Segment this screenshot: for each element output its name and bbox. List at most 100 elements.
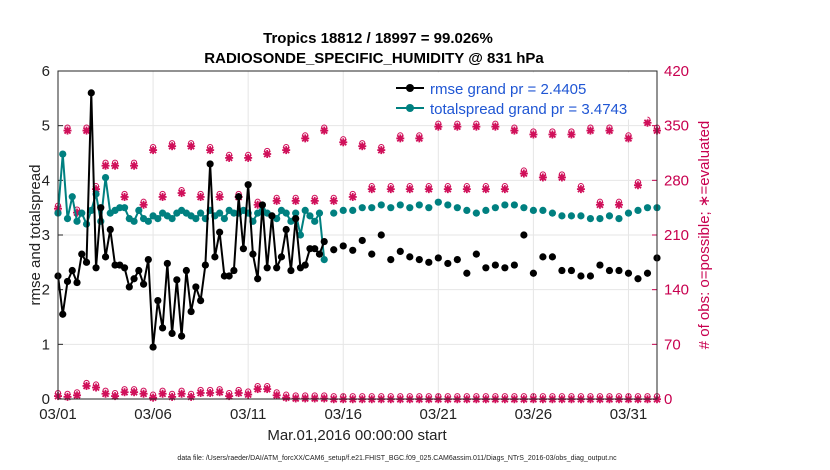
obs-evaluated-point [197,193,205,201]
rmse-point [92,264,99,271]
obs-evaluated-point [149,394,157,402]
totalspread-point [625,210,632,217]
totalspread-point [145,218,152,225]
obs-evaluated-point [605,127,613,135]
x-tick-label: 03/06 [134,406,172,423]
totalspread-point [501,201,508,208]
rmse-point [240,245,247,252]
obs-evaluated-point [482,185,490,193]
totalspread-point [168,215,175,222]
totalspread-point [406,204,413,211]
totalspread-point [454,204,461,211]
obs-evaluated-point [64,393,72,401]
obs-evaluated-point [529,130,537,138]
right-tick-label: 0 [664,391,672,408]
obs-evaluated-point [330,197,338,205]
obs-evaluated-point [311,394,319,402]
obs-evaluated-point [121,193,129,201]
legend-spread-label: totalspread grand pr = 3.4743 [430,101,627,118]
rmse-point [278,253,285,260]
obs-evaluated-point [273,197,281,205]
obs-evaluated-point [149,146,157,154]
rmse-point [302,261,309,268]
rmse-point [378,231,385,238]
left-axis-label: rmse and totalspread [27,165,44,306]
totalspread-point [511,201,518,208]
rmse-point [264,264,271,271]
rmse-point [102,253,109,260]
rmse-point [482,264,489,271]
totalspread-point [463,207,470,214]
totalspread-point [197,210,204,217]
obs-evaluated-point [244,154,252,162]
rmse-point [387,256,394,263]
obs-evaluated-point [349,193,357,201]
rmse-point [216,229,223,236]
obs-evaluated-point [387,185,395,193]
totalspread-point [615,215,622,222]
rmse-point [587,272,594,279]
x-tick-label: 03/21 [420,406,458,423]
obs-evaluated-point [92,384,100,392]
totalspread-point [644,204,651,211]
rmse-point [558,267,565,274]
obs-evaluated-point [263,150,271,158]
obs-evaluated-point [425,185,433,193]
obs-evaluated-point [83,382,91,390]
obs-evaluated-point [368,185,376,193]
totalspread-point [130,218,137,225]
rmse-point [69,267,76,274]
obs-evaluated-point [292,394,300,402]
rmse-point [164,260,171,267]
obs-evaluated-point [282,146,290,154]
legend-rmse-marker [406,84,414,92]
totalspread-point [78,210,85,217]
totalspread-point [530,207,537,214]
rmse-point [107,226,114,233]
totalspread-point [69,193,76,200]
obs-evaluated-point [520,170,528,178]
obs-evaluated-point [159,193,167,201]
rmse-point [235,193,242,200]
obs-evaluated-point [216,388,224,396]
rmse-point [615,267,622,274]
totalspread-point [397,201,404,208]
totalspread-point [425,204,432,211]
totalspread-point [473,210,480,217]
rmse-point [78,251,85,258]
rmse-point [140,281,147,288]
totalspread-point [359,204,366,211]
totalspread-point [121,204,128,211]
totalspread-point [216,210,223,217]
right-tick-label: 70 [664,336,681,353]
footnote: data file: /Users/raeder/DAI/ATM_forcXX/… [177,455,617,462]
rmse-point [406,253,413,260]
totalspread-point [192,215,199,222]
rmse-point [340,242,347,249]
obs-evaluated-point [244,391,252,399]
rmse-point [359,237,366,244]
totalspread-point [302,207,309,214]
rmse-point [268,212,275,219]
obs-evaluated-point [415,134,423,142]
obs-evaluated-point [558,173,566,181]
obs-evaluated-point [615,201,623,209]
rmse-point [254,275,261,282]
obs-evaluated-point [292,197,300,205]
rmse-point [183,267,190,274]
obs-evaluated-point [159,390,167,398]
rmse-point [159,324,166,331]
rmse-point [168,330,175,337]
obs-evaluated-point [130,162,138,170]
rmse-point [226,272,233,279]
left-tick-label: 1 [42,336,50,353]
rmse-point [634,275,641,282]
totalspread-point [606,212,613,219]
rmse-point [126,283,133,290]
totalspread-point [316,210,323,217]
obs-evaluated-point [491,123,499,131]
totalspread-point [283,210,290,217]
totalspread-point [321,256,328,263]
legend-rmse-label: rmse grand pr = 2.4405 [430,81,586,98]
rmse-point [416,256,423,263]
